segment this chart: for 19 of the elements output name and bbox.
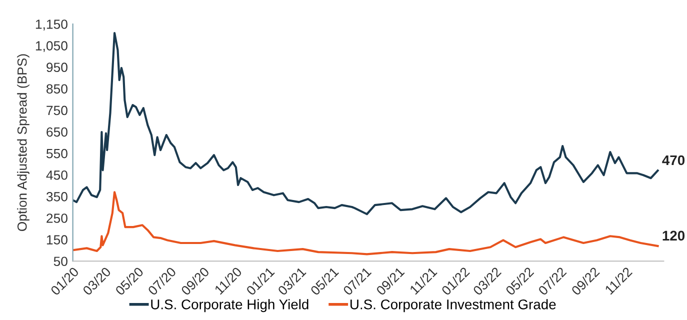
y-axis-title: Option Adjusted Spread (BPS): [17, 54, 30, 232]
annotation: 120: [662, 230, 685, 241]
y-tick-label: 1,050: [36, 41, 68, 52]
y-tick-label: 150: [46, 235, 68, 244]
y-tick-label: 850: [46, 84, 68, 94]
y-tick-label: 650: [46, 127, 68, 137]
y-tick-label: 450: [46, 170, 68, 180]
y-tick-label: 50: [54, 256, 68, 266]
y-tick-label: 950: [46, 62, 68, 72]
y-tick-label: 1,150: [36, 20, 68, 30]
y-tick-label: 750: [46, 106, 68, 116]
y-tick-label: 250: [46, 214, 68, 223]
legend-label: U.S. Corporate Investment Grade: [350, 299, 556, 312]
y-tick-label: 350: [46, 192, 68, 202]
y-tick-label: 550: [46, 148, 68, 158]
annotation: 470: [662, 155, 685, 166]
line-series: [72, 32, 659, 216]
legend-label: U.S. Corporate High Yield: [151, 299, 308, 312]
line-series: [72, 191, 659, 256]
